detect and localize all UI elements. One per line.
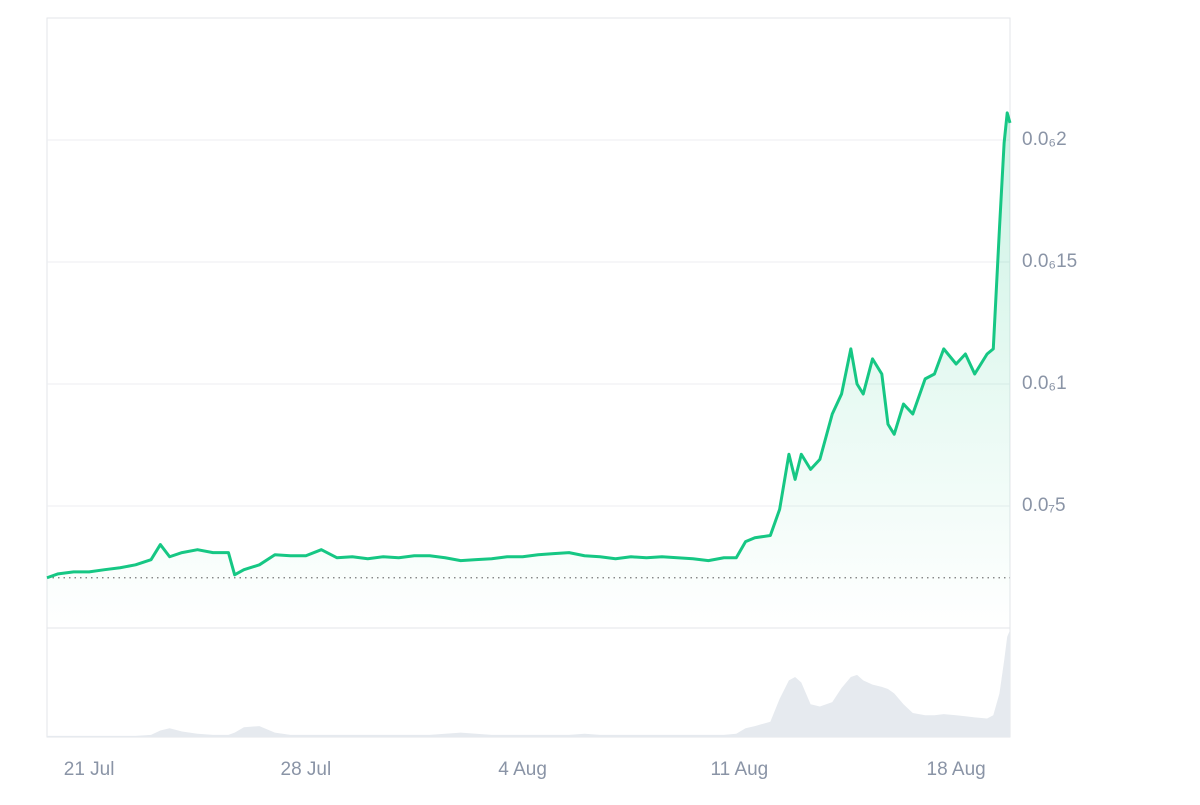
y-tick-label: 0.0₆1 [1022, 373, 1067, 394]
price-area [47, 112, 1010, 628]
y-tick-label: 0.0₆15 [1022, 251, 1077, 272]
plot-frame [46, 17, 1011, 738]
x-tick-label: 4 Aug [498, 759, 547, 780]
x-tick-label: 11 Aug [710, 759, 768, 780]
volume-area [47, 630, 1010, 737]
price-line [46, 111, 1012, 580]
y-tick-label: 0.0₆2 [1022, 129, 1067, 150]
y-tick-label: 0.0₇5 [1022, 495, 1066, 516]
x-tick-label: 28 Jul [281, 759, 332, 780]
x-tick-label: 21 Jul [64, 759, 115, 780]
x-tick-label: 18 Aug [927, 759, 986, 780]
